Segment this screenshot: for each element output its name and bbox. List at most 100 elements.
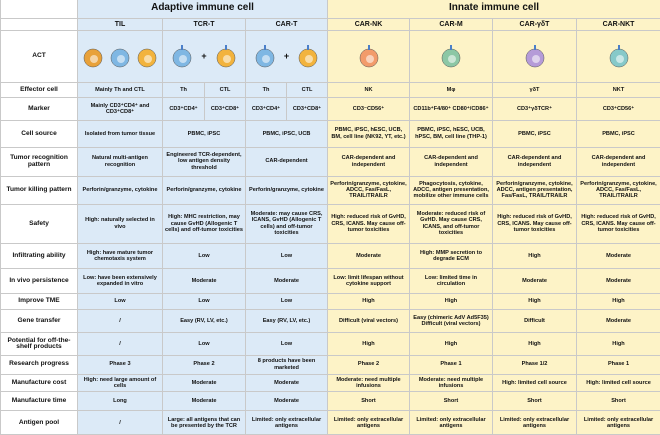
- cell-carnkt-cell-source: PBMC, iPSC: [575, 119, 660, 148]
- cell-cart-tumor-killing-pattern: Perforin/granzyme, cytokine: [245, 175, 328, 205]
- cell-cart-gene-transfer: Easy (RV, LV, etc.): [245, 308, 328, 334]
- cell-cargdt-safety: High: reduced risk of GvHD, CRS, ICANS. …: [492, 203, 577, 244]
- cell-carnk-tumor-recognition-pattern: CAR-dependent and independent: [327, 146, 410, 177]
- cell-til-safety: High: naturally selected in vivo: [77, 203, 163, 244]
- cell-til-manufacture-cost: High: need large amount of cells: [77, 373, 163, 393]
- cell-cart-in-vivo-persistence: Moderate: [245, 268, 328, 295]
- cell-cargdt-in-vivo-persistence: Moderate: [492, 268, 577, 295]
- column-header-carm: CAR-M: [409, 17, 493, 32]
- cell-carnkt-infiltrating-ability: Moderate: [575, 242, 660, 270]
- cell-carm-cell-source: PBMC, iPSC, hESC, UCB, hPSC, BM, cell li…: [409, 119, 493, 148]
- cell-til-infiltrating-ability: High: have mature tumor chemotaxis syste…: [77, 242, 163, 270]
- table-row: Antigen pool / Large: all antigens that ca…: [0, 410, 660, 435]
- cell-carnk-gene-transfer: Difficult (viral vectors): [327, 308, 410, 334]
- cell-carm-antigen-pool: Limited: only extracellular antigens: [409, 410, 493, 435]
- cell-carm-effector-cell: Mφ: [409, 81, 493, 99]
- cell-cargdt-tumor-recognition-pattern: CAR-dependent and independent: [492, 146, 577, 177]
- cell-tcrt-manufacture-time: Moderate: [162, 391, 246, 412]
- column-header-carnkt: CAR-NKT: [575, 17, 660, 32]
- cargdt-cell-icon: [525, 45, 544, 68]
- cell-cargdt-cell-source: PBMC, iPSC: [492, 119, 577, 148]
- cell-carnk-improve-tme: High: [327, 293, 410, 310]
- cell-tcrt-gene-transfer: Easy (RV, LV, etc.): [162, 308, 246, 334]
- column-header-carnk: CAR-NK: [327, 17, 410, 32]
- cell-carnkt-safety: High: reduced risk of GvHD, CRS, ICANS. …: [575, 203, 660, 244]
- carm-cell-icon: [441, 45, 461, 68]
- cell-cart-manufacture-cost: Moderate: [245, 373, 328, 393]
- carnkt-cell-icon: [609, 45, 628, 68]
- column-header-cart: CAR-T: [245, 17, 328, 32]
- cell-cargdt-improve-tme: High: [492, 293, 577, 310]
- plus-icon: +: [201, 51, 207, 62]
- tcrt-th-cell-icon: [172, 45, 192, 68]
- row-label-potential-for-off-the-shelf-products: Potential for off-the-shelf products: [0, 332, 78, 356]
- cell-cart-cell-source: PBMC, iPSC, UCB: [245, 119, 328, 148]
- til-cell-cluster-icon: [80, 44, 160, 68]
- cell-carm-infiltrating-ability: High: MMP secretion to degrade ECM: [409, 242, 493, 270]
- innate-title: Innate immune cell: [449, 2, 540, 14]
- til-cell-icon: [83, 49, 102, 68]
- cell-carnk-antigen-pool: Limited: only extracellular antigens: [327, 410, 410, 435]
- table-row: Tumor killing pattern Perforin/granzyme, …: [0, 175, 660, 205]
- cell-carnkt-effector-cell: NKT: [575, 81, 660, 99]
- cell-cart-improve-tme: Low: [245, 293, 328, 310]
- cell-tcrt-safety: High: MHC restriction, may cause GvHD (A…: [162, 203, 246, 244]
- row-label-infiltrating-ability: Infiltrating ability: [0, 242, 78, 270]
- row-label-safety: Safety: [0, 203, 78, 244]
- cell-tcrt-antigen-pool: Large: all antigens that can be presente…: [162, 410, 246, 435]
- cell-cargdt-antigen-pool: Limited: only extracellular antigens: [492, 410, 577, 435]
- til-cell-icon: [138, 49, 157, 68]
- cell-carnkt-gene-transfer: Moderate: [575, 308, 660, 334]
- cell-carm-improve-tme: High: [409, 293, 493, 310]
- cell-carnk-cell-source: PBMC, iPSC, hESC, UCB, BM, cell line (NK…: [327, 119, 410, 148]
- cell-cargdt-marker: CD3⁺γδTCR⁺: [492, 97, 577, 121]
- table-row: Gene transfer / Easy (RV, LV, etc.) Easy (R…: [0, 308, 660, 334]
- cell-cargdt-manufacture-cost: High: limited cell source: [492, 373, 577, 393]
- cell-tcrt-manufacture-cost: Moderate: [162, 373, 246, 393]
- carnk-cell-icon: [359, 45, 378, 68]
- cell-cart-ctl-effector-cell: CTL: [286, 81, 328, 99]
- cell-til-research-progress: Phase 3: [77, 354, 163, 375]
- table-row: Cell source Isolated from tumor tissue PBM…: [0, 119, 660, 148]
- act-icon-cargdt: [492, 30, 577, 83]
- cell-carnkt-manufacture-cost: High: limited cell source: [575, 373, 660, 393]
- cell-tcrt-tumor-killing-pattern: Perforin/granzyme, cytokine: [162, 175, 246, 205]
- cell-til-cell-source: Isolated from tumor tissue: [77, 119, 163, 148]
- table-row: Potential for off-the-shelf products / Low…: [0, 332, 660, 356]
- row-label-tumor-killing-pattern: Tumor killing pattern: [0, 175, 78, 205]
- cart-th-cell-icon: [255, 45, 275, 68]
- cell-cargdt-infiltrating-ability: High: [492, 242, 577, 270]
- cell-cart-safety: Moderate: may cause CRS, ICANS, GvHD (Al…: [245, 203, 328, 244]
- cell-carnk-marker: CD3⁻CD56⁺: [327, 97, 410, 121]
- act-icon-carm: [409, 30, 493, 83]
- cell-cart-th-marker: CD3⁺CD4⁺: [245, 97, 287, 121]
- cell-carm-research-progress: Phase 1: [409, 354, 493, 375]
- cell-carm-manufacture-cost: Moderate: need multiple infusions: [409, 373, 493, 393]
- cell-tcrt-th-effector-cell: Th: [162, 81, 205, 99]
- cell-til-tumor-killing-pattern: Perforin/granzyme, cytokine: [77, 175, 163, 205]
- table-row: In vivo persistence Low: have been extens…: [0, 268, 660, 295]
- row-label-tumor-recognition-pattern: Tumor recognition pattern: [0, 146, 78, 177]
- cell-cart-antigen-pool: Limited: only extracellular antigens: [245, 410, 328, 435]
- cell-carnk-potential-for-off-the-shelf-products: High: [327, 332, 410, 356]
- cell-cart-research-progress: 8 products have been marketed: [245, 354, 328, 375]
- til-cell-icon: [110, 49, 130, 68]
- table-row: Improve TME Low Low Low High High High High: [0, 293, 660, 310]
- row-label-manufacture-cost: Manufacture cost: [0, 373, 78, 393]
- cell-til-antigen-pool: /: [77, 410, 163, 435]
- cart-cell-pair-icon: +: [248, 44, 325, 68]
- cell-carm-tumor-killing-pattern: Phagocytosis, cytokine, ADCC, antigen pr…: [409, 175, 493, 205]
- column-header-til: TIL: [77, 17, 163, 32]
- table-row: Tumor recognition pattern Natural multi-a…: [0, 146, 660, 177]
- cell-tcrt-infiltrating-ability: Low: [162, 242, 246, 270]
- cell-tcrt-improve-tme: Low: [162, 293, 246, 310]
- group-header-adaptive: Adaptive immune cell: [77, 0, 328, 19]
- row-label-cell-source: Cell source: [0, 119, 78, 148]
- cell-carnkt-improve-tme: High: [575, 293, 660, 310]
- tcrt-ctl-cell-icon: [216, 45, 236, 68]
- row-label-marker: Marker: [0, 97, 78, 121]
- table-row: Infiltrating ability High: have mature tu…: [0, 242, 660, 270]
- table-row: Safety High: naturally selected in vivo Hi…: [0, 203, 660, 244]
